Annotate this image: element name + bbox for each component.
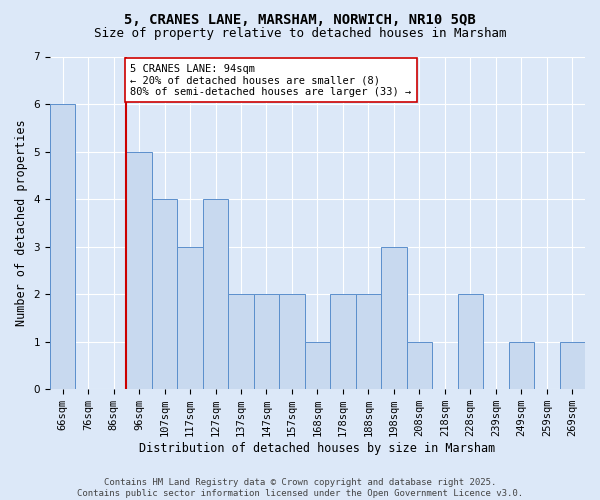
Bar (203, 199, 228, 389)
Bar (127, 152, 152, 389)
Text: Size of property relative to detached houses in Marsham: Size of property relative to detached ho… (94, 28, 506, 40)
Bar (330, 294, 356, 389)
Bar (152, 199, 178, 389)
Bar (407, 342, 432, 389)
Bar (381, 246, 407, 389)
Text: Contains HM Land Registry data © Crown copyright and database right 2025.
Contai: Contains HM Land Registry data © Crown c… (77, 478, 523, 498)
Bar (228, 294, 254, 389)
Text: 5, CRANES LANE, MARSHAM, NORWICH, NR10 5QB: 5, CRANES LANE, MARSHAM, NORWICH, NR10 5… (124, 12, 476, 26)
Bar (509, 342, 534, 389)
Bar (560, 342, 585, 389)
Bar (458, 294, 483, 389)
Y-axis label: Number of detached properties: Number of detached properties (15, 120, 28, 326)
Bar (50, 104, 76, 389)
Bar (356, 294, 381, 389)
Bar (279, 294, 305, 389)
Text: 5 CRANES LANE: 94sqm
← 20% of detached houses are smaller (8)
80% of semi-detach: 5 CRANES LANE: 94sqm ← 20% of detached h… (130, 64, 412, 97)
Bar (305, 342, 330, 389)
X-axis label: Distribution of detached houses by size in Marsham: Distribution of detached houses by size … (139, 442, 496, 455)
Bar (178, 246, 203, 389)
Bar (254, 294, 279, 389)
